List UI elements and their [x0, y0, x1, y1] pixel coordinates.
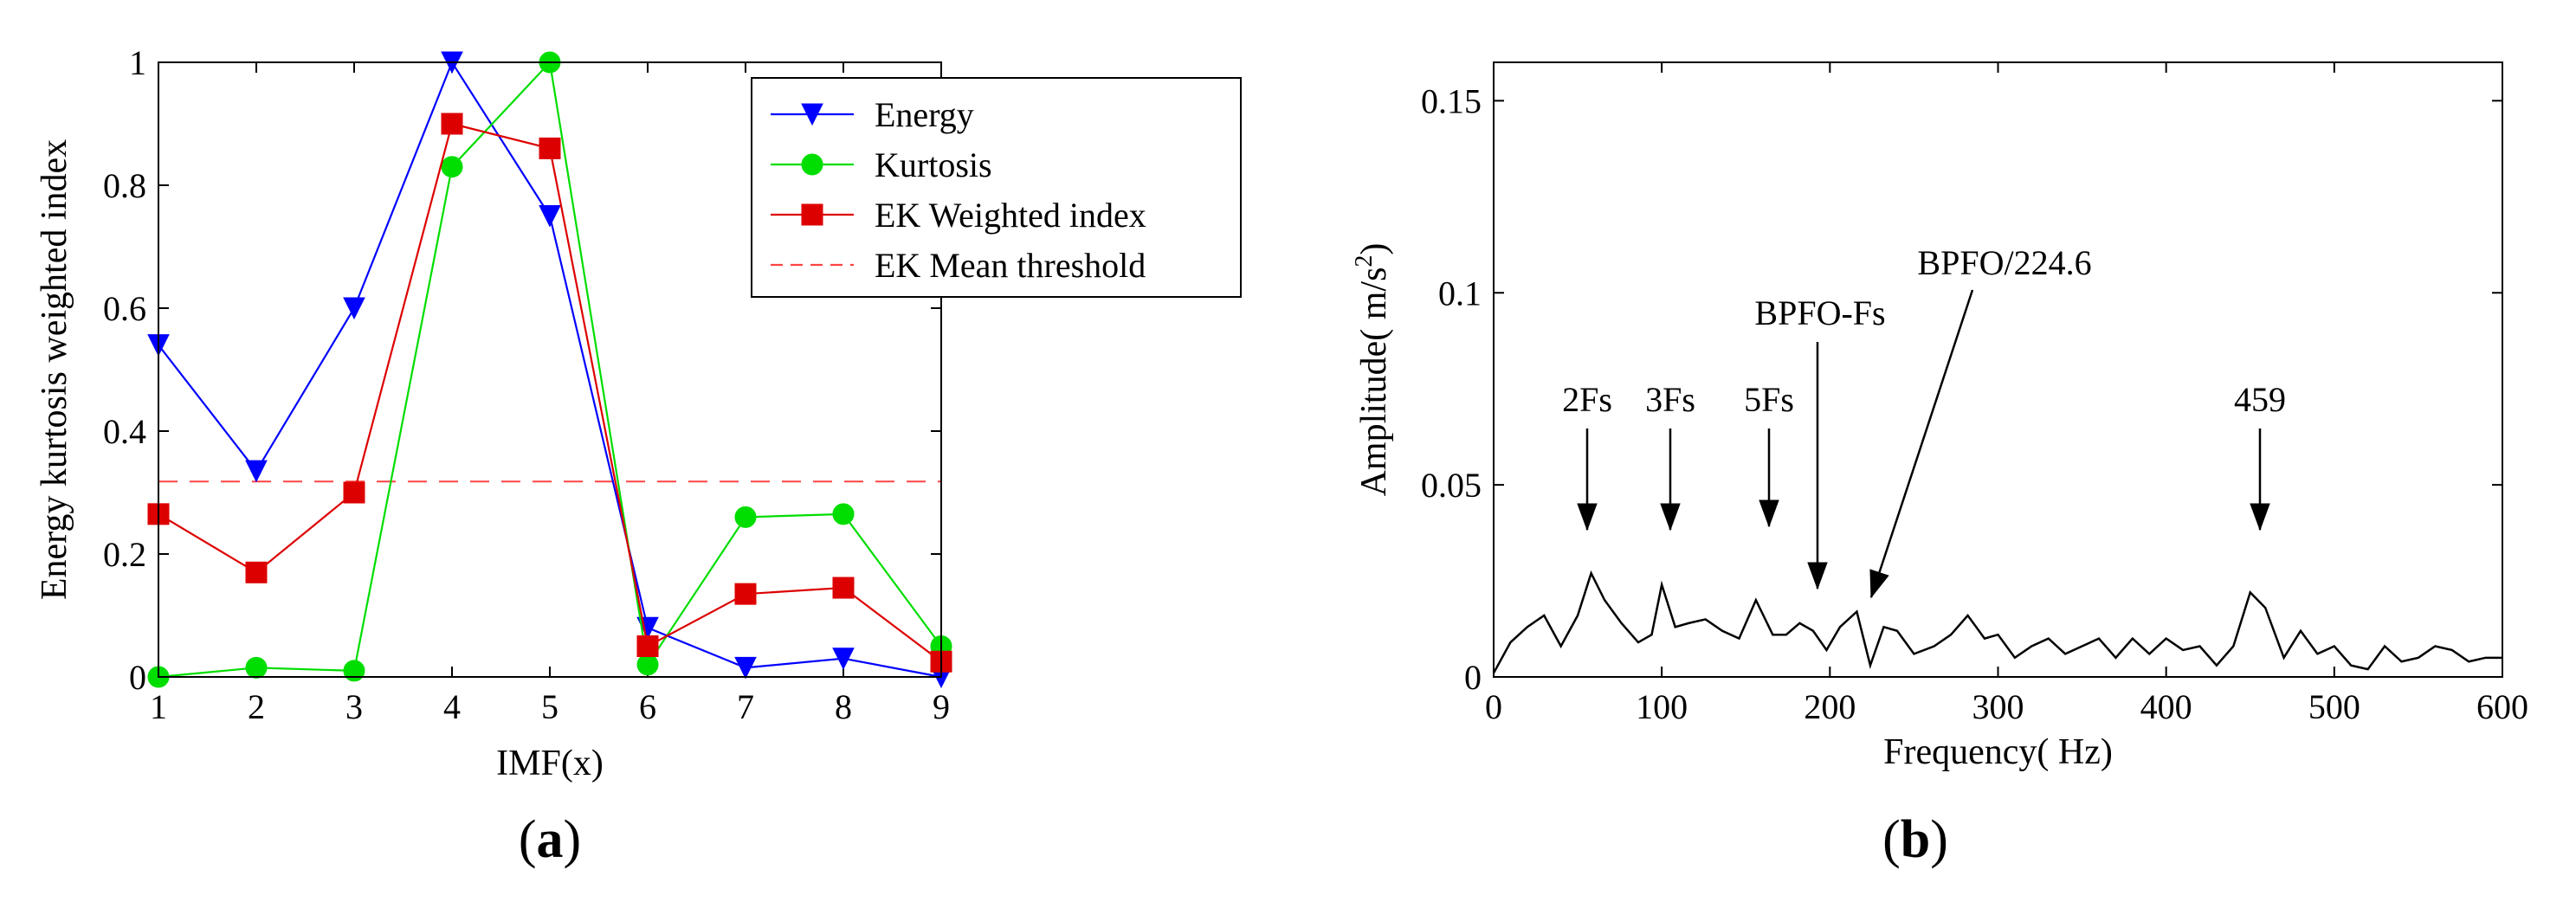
ek-weighted-index-point: [636, 635, 659, 657]
ek-weighted-index-point: [245, 561, 268, 583]
x-tick-label: 500: [2308, 687, 2360, 726]
panel-b-y-label-sup: 2: [1351, 255, 1378, 267]
x-tick-label: 7: [737, 687, 754, 726]
kurtosis-point: [832, 503, 855, 525]
y-tick-label: 0.05: [1421, 466, 1482, 505]
x-tick-label: 300: [1972, 687, 2024, 726]
x-tick-label: 6: [639, 687, 656, 726]
y-tick-label: 0.8: [103, 166, 146, 205]
annotation-arrowhead-3fs: [1660, 503, 1681, 532]
panel-b-ticks: 0 100 200 300 400 500 600 0 0.05 0.1 0.15: [1421, 62, 2528, 726]
kurtosis-point: [441, 156, 463, 178]
panel-b-annotations: 2Fs 3Fs 5Fs BPFO-Fs BPFO/224.6 459: [1562, 243, 2286, 599]
annotation-arrowhead-459: [2250, 503, 2270, 532]
spectrum-line: [1492, 570, 2502, 674]
annotation-label-bpfo-224-6: BPFO/224.6: [1917, 243, 2091, 282]
legend-label-energy: Energy: [875, 95, 974, 134]
panel-b-axes-frame: [1493, 61, 2503, 678]
y-tick-label: 0.6: [103, 289, 146, 328]
legend-marker-energy: [801, 103, 823, 126]
annotation-label-bpfo-fs: BPFO-Fs: [1754, 293, 1885, 332]
panel-a-legend: Energy Kurtosis EK Weighted index EK Mean t…: [751, 77, 1242, 298]
panel-b-caption: (b): [1882, 810, 1948, 869]
panel-a-caption: (a): [519, 810, 581, 869]
panel-a-energy-kurtosis: 1 2 3 4 5 6 7 8 9 0 0.2 0.4 0.6 0.8 1 IMF(x) Energy ku…: [35, 43, 1242, 869]
legend-marker-ek-weighted-index: [801, 203, 823, 226]
kurtosis-point: [343, 660, 365, 682]
y-tick-label: 0.1: [1438, 274, 1482, 312]
annotation-arrowhead-2fs: [1577, 503, 1598, 532]
x-tick-label: 5: [541, 687, 558, 726]
energy-point: [245, 460, 268, 483]
annotation-label-3fs: 3Fs: [1645, 380, 1695, 419]
panel-a-y-axis-label: Energy kurtosis weighted index: [35, 139, 74, 600]
annotation-arrowhead-bpfo-224-6: [1869, 569, 1889, 599]
ek-weighted-index-point: [539, 137, 561, 159]
panel-b-y-label-close: ): [1354, 243, 1394, 255]
x-tick-label: 0: [1485, 687, 1502, 726]
ek-weighted-index-point: [734, 583, 757, 605]
legend-label-ek-weighted-index: EK Weighted index: [875, 196, 1146, 235]
annotation-label-2fs: 2Fs: [1562, 380, 1612, 419]
y-tick-label: 0.15: [1421, 81, 1482, 120]
panel-a-series: [147, 51, 952, 689]
kurtosis-point: [245, 656, 268, 679]
panel-b-caption-letter: b: [1901, 810, 1930, 869]
y-tick-label: 0.2: [103, 535, 146, 574]
x-tick-label: 400: [2140, 687, 2192, 726]
energy-point: [734, 656, 757, 680]
panel-a-caption-letter: a: [537, 810, 564, 869]
energy-point: [832, 648, 855, 670]
x-tick-label: 3: [345, 687, 363, 726]
ek-weighted-index-point: [832, 577, 855, 599]
panel-b-y-axis-label: Amplitude( m/s2): [1351, 243, 1394, 497]
ek-weighted-index-point: [343, 481, 365, 504]
x-tick-label: 100: [1636, 687, 1688, 726]
y-tick-label: 0: [129, 658, 146, 697]
energy-point: [539, 205, 561, 228]
legend-label-kurtosis: Kurtosis: [875, 145, 992, 184]
kurtosis-point: [636, 654, 659, 676]
panel-b-x-axis-label: Frequency( Hz): [1883, 732, 2113, 772]
y-tick-label: 1: [129, 43, 146, 82]
annotation-arrow-bpfo-224-6: [1869, 289, 1974, 598]
ek-weighted-index-point: [441, 113, 463, 135]
energy-point: [343, 297, 365, 320]
x-tick-label: 2: [248, 687, 265, 726]
x-tick-label: 8: [835, 687, 852, 726]
x-tick-label: 9: [933, 687, 950, 726]
x-tick-label: 4: [443, 687, 461, 726]
kurtosis-point: [734, 506, 757, 528]
y-tick-label: 0: [1464, 658, 1482, 697]
x-tick-label: 200: [1804, 687, 1856, 726]
legend-marker-kurtosis: [801, 153, 823, 176]
annotation-label-459: 459: [2234, 380, 2286, 419]
annotation-arrowhead-5fs: [1759, 499, 1779, 528]
panel-a-axes-frame: [158, 61, 942, 678]
x-tick-label: 1: [150, 687, 167, 726]
legend-label-ek-mean-threshold: EK Mean threshold: [875, 246, 1146, 285]
panel-b-frequency-spectrum: 0 100 200 300 400 500 600 0 0.05 0.1 0.15 2Fs 3Fs 5F…: [1351, 61, 2528, 869]
x-tick-label: 600: [2476, 687, 2528, 726]
panel-b-y-label-main: Amplitude( m/s: [1354, 267, 1394, 497]
panel-a-x-axis-label: IMF(x): [496, 744, 604, 783]
y-tick-label: 0.4: [103, 412, 146, 451]
annotation-label-5fs: 5Fs: [1744, 380, 1794, 419]
annotation-arrowhead-bpfo-fs: [1807, 562, 1828, 590]
